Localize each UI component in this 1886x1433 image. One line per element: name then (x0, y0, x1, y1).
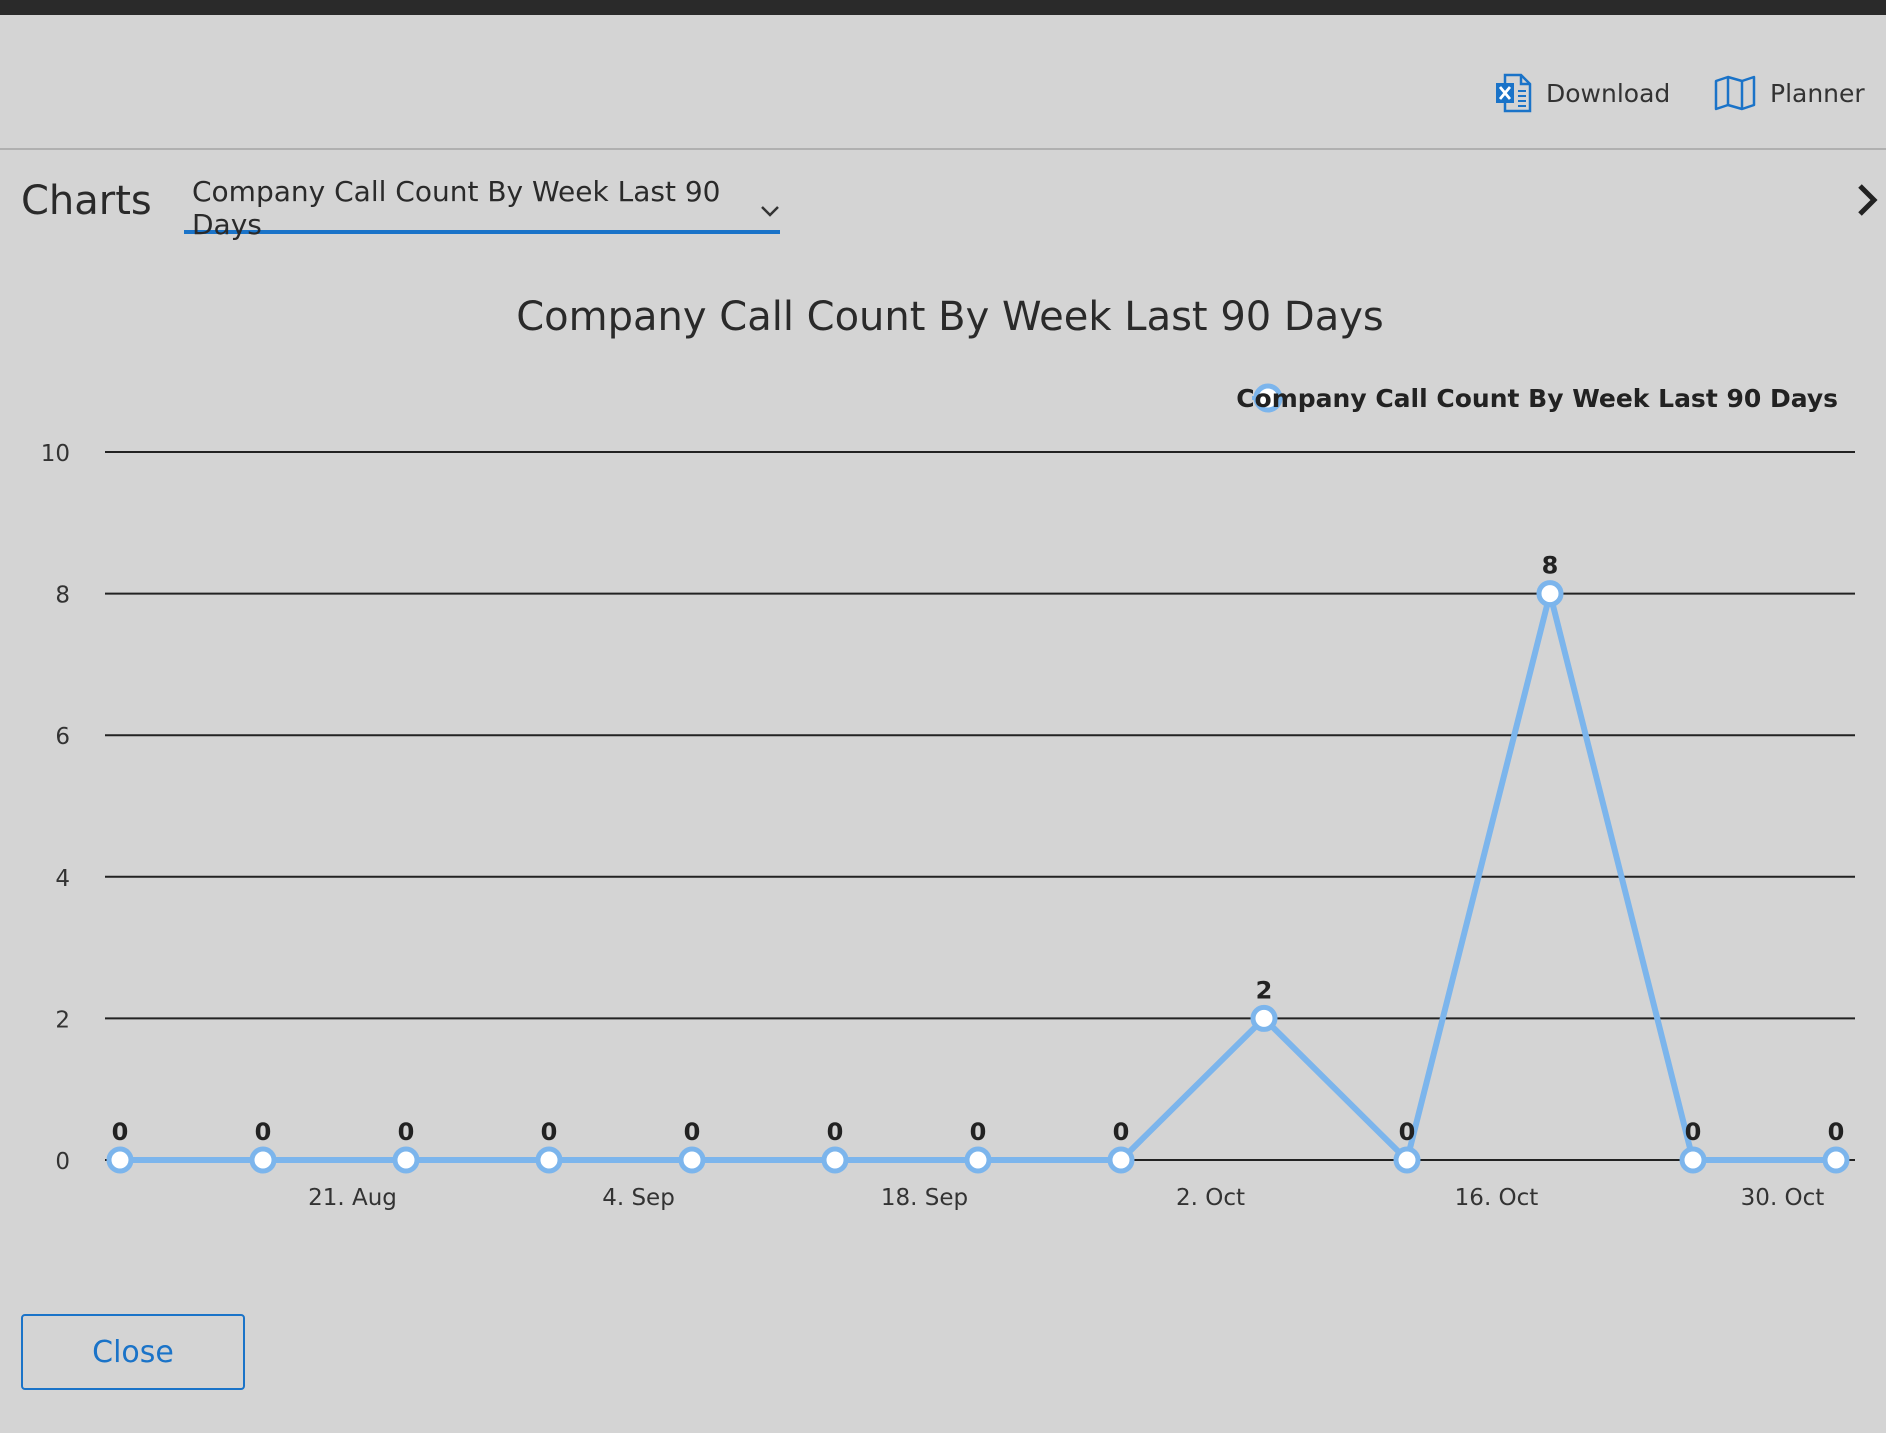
data-label: 8 (1542, 552, 1559, 580)
data-label: 2 (1256, 976, 1273, 1004)
data-point (678, 1146, 706, 1174)
chart-title: Company Call Count By Week Last 90 Days (516, 294, 1384, 340)
legend-marker (1253, 383, 1283, 413)
data-point (249, 1146, 277, 1174)
chart-select-value: Company Call Count By Week Last 90 Days (192, 175, 721, 241)
chart-select-dropdown[interactable]: Company Call Count By Week Last 90 Days (184, 175, 780, 241)
x-tick-label: 2. Oct (1176, 1185, 1245, 1211)
data-point (535, 1146, 563, 1174)
data-label: 0 (1399, 1118, 1416, 1146)
data-label: 0 (970, 1118, 987, 1146)
x-tick-label: 21. Aug (308, 1185, 397, 1211)
download-button[interactable]: Download (1494, 65, 1670, 121)
data-point (964, 1146, 992, 1174)
x-tick-label: 16. Oct (1455, 1185, 1539, 1211)
data-label: 0 (684, 1118, 701, 1146)
close-button[interactable]: Close (21, 1314, 245, 1390)
header-toolbar: Download Planner (0, 15, 1886, 150)
download-label: Download (1546, 78, 1671, 108)
data-label: 0 (1113, 1118, 1130, 1146)
data-point (1536, 580, 1564, 608)
y-tick-label: 0 (55, 1149, 70, 1175)
window-top-bar (0, 0, 1886, 15)
line-chart: Company Call Count By Week Last 90 Days 0… (41, 294, 1855, 1211)
planner-button[interactable]: Planner (1714, 65, 1865, 121)
map-icon (1714, 75, 1756, 111)
y-tick-label: 10 (41, 441, 70, 467)
y-tick-label: 2 (55, 1007, 70, 1033)
charts-title: Charts (21, 178, 152, 224)
data-point (1107, 1146, 1135, 1174)
x-tick-label: 18. Sep (881, 1185, 968, 1211)
data-point (1679, 1146, 1707, 1174)
y-tick-label: 8 (55, 583, 70, 609)
data-point (106, 1146, 134, 1174)
data-point (1393, 1146, 1421, 1174)
data-point (392, 1146, 420, 1174)
data-label: 0 (112, 1118, 129, 1146)
data-point (821, 1146, 849, 1174)
excel-icon (1494, 73, 1532, 113)
data-label: 0 (1828, 1118, 1845, 1146)
x-tick-label: 4. Sep (602, 1185, 675, 1211)
chevron-right-icon[interactable] (1852, 180, 1882, 220)
data-label: 0 (827, 1118, 844, 1146)
x-tick-label: 30. Oct (1741, 1185, 1825, 1211)
data-label: 0 (255, 1118, 272, 1146)
planner-label: Planner (1770, 78, 1865, 108)
chevron-down-icon (760, 192, 780, 225)
data-point (1250, 1004, 1278, 1032)
y-tick-label: 4 (55, 866, 70, 892)
data-label: 0 (1685, 1118, 1702, 1146)
data-label: 0 (541, 1118, 558, 1146)
data-label: 0 (398, 1118, 415, 1146)
y-tick-label: 6 (55, 724, 70, 750)
data-point (1822, 1146, 1850, 1174)
legend-label: Company Call Count By Week Last 90 Days (1236, 384, 1838, 413)
